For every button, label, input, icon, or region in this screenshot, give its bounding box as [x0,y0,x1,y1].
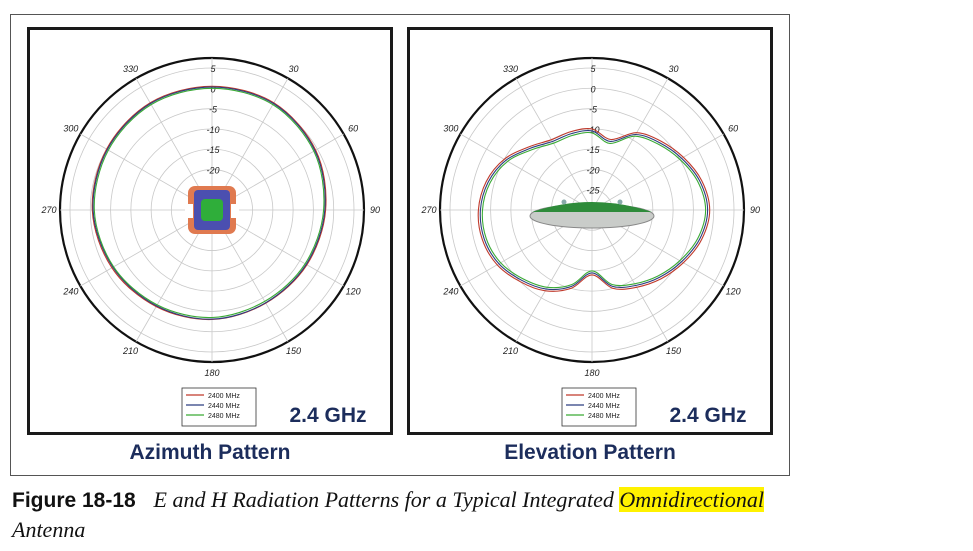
frequency-label: 2.4 GHz [289,404,366,427]
legend-box [181,387,257,427]
angle-tick-label: 180 [584,368,599,378]
radial-tick-label: -15 [586,145,600,155]
elevation-plot-panel: 50-5-10-15-20-25-30306090120150180210240… [407,27,773,435]
radial-tick-label: 0 [210,84,215,94]
angle-tick-label: 240 [442,287,458,297]
elevation-polar-chart: 50-5-10-15-20-25-30306090120150180210240… [420,56,760,427]
frequency-label: 2.4 GHz [669,404,746,427]
grid-spoke [591,133,724,211]
angle-tick-label: 60 [728,124,738,134]
angle-tick-label: 210 [502,346,518,356]
angle-tick-label: 180 [204,368,219,378]
legend-label: 2480 MHz [208,413,240,420]
angle-tick-label: 30 [288,64,298,74]
radial-tick-label: -20 [206,165,219,175]
angle-tick-label: 90 [370,205,380,215]
series-curve [481,131,707,289]
access-point-port-icon [185,204,193,218]
angle-tick-label: 330 [503,64,518,74]
legend-label: 2400 MHz [588,393,620,400]
legend: 2400 MHz 2440 MHz 2480 MHz [181,387,257,427]
series-curve [477,127,711,292]
azimuth-plot-panel: 50-5-10-15-20-25-30306090120150180210240… [27,27,393,435]
radial-tick-label: 5 [590,64,596,74]
azimuth-panel-title: Azimuth Pattern [129,441,291,464]
angle-tick-label: 120 [346,287,361,297]
radial-tick-label: -20 [586,165,599,175]
angle-tick-label: 300 [63,124,78,134]
radial-tick-label: -10 [206,125,219,135]
angle-tick-label: 330 [123,64,138,74]
angle-tick-label: 30 [668,64,678,74]
angle-tick-label: 60 [348,124,358,134]
radial-tick-label: -15 [206,145,220,155]
radial-tick-label: -10 [586,125,599,135]
caption-text-continued: Antenna [12,517,86,542]
access-point-dome-icon [532,202,652,212]
angle-tick-label: 150 [286,346,301,356]
legend-label: 2440 MHz [208,403,240,410]
radial-tick-label: 0 [590,84,595,94]
series-curve [92,86,326,320]
figure-label: Figure 18-18 [12,489,136,512]
angle-tick-label: 270 [420,205,436,215]
access-point-led-icon [201,199,223,221]
access-point-antenna-icon [561,199,567,205]
grid-spoke [591,78,669,211]
angle-tick-label: 240 [62,287,78,297]
legend-label: 2440 MHz [588,403,620,410]
radial-tick-label: -5 [589,105,598,115]
series-curve [479,129,709,291]
angle-tick-label: 300 [443,124,458,134]
azimuth-polar-chart: 50-5-10-15-20-25-30306090120150180210240… [40,56,380,427]
series-curve [93,87,325,319]
access-point-antenna-icon [617,199,623,205]
caption-text: E and H Radiation Patterns for a Typical… [153,487,620,512]
legend-label: 2480 MHz [588,413,620,420]
angle-tick-label: 120 [726,287,741,297]
caption-highlight: Omnidirectional [619,487,764,512]
figure-frame: 50-5-10-15-20-25-30306090120150180210240… [10,14,790,476]
angle-tick-label: 210 [122,346,138,356]
elevation-panel-title: Elevation Pattern [504,441,676,464]
grid-spoke [515,78,593,211]
grid-spoke [460,133,593,211]
radial-tick-label: 5 [210,64,216,74]
grid-spoke [591,209,669,342]
angle-tick-label: 150 [666,346,681,356]
access-point-port-icon [231,204,239,218]
legend-box [561,387,637,427]
radial-tick-label: -25 [586,186,600,196]
legend-label: 2400 MHz [208,393,240,400]
angle-tick-label: 90 [750,205,760,215]
figure-caption: Figure 18-18 E and H Radiation Patterns … [12,486,962,546]
radial-tick-label: -5 [209,105,218,115]
grid-spoke [515,209,593,342]
angle-tick-label: 270 [40,205,56,215]
legend: 2400 MHz 2440 MHz 2480 MHz [561,387,637,427]
